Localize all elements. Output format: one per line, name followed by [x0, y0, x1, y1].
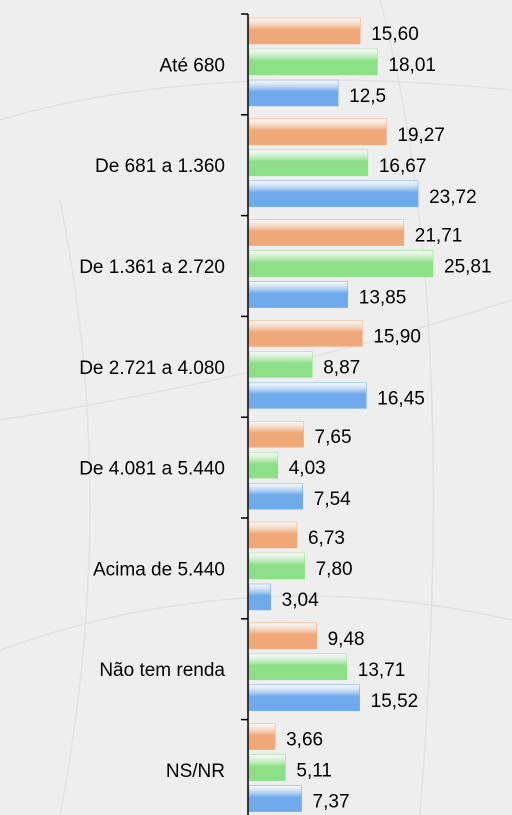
bar	[248, 351, 313, 378]
value-label: 13,71	[358, 660, 406, 681]
value-label: 7,37	[313, 792, 350, 813]
bar	[248, 48, 378, 76]
bar	[248, 482, 304, 510]
category-label: Acima de 5.440	[93, 559, 225, 580]
value-label: 3,66	[286, 730, 323, 751]
bar	[248, 420, 304, 448]
value-label: 16,67	[379, 156, 427, 177]
category-label: De 1.361 a 2.720	[79, 257, 225, 278]
bar	[248, 653, 348, 681]
bar	[248, 622, 317, 650]
value-label: 6,73	[308, 528, 345, 549]
bar	[248, 281, 349, 308]
category-label: De 4.081 a 5.440	[79, 459, 225, 480]
bar	[248, 17, 361, 45]
bar	[248, 219, 405, 246]
bar	[248, 684, 360, 712]
value-label: 16,45	[377, 388, 425, 409]
bar	[248, 180, 419, 208]
value-label: 7,54	[314, 489, 351, 510]
value-label: 21,71	[415, 226, 463, 247]
value-label: 19,27	[397, 125, 445, 146]
bar	[248, 320, 363, 347]
bar	[248, 382, 367, 409]
value-label: 13,85	[359, 288, 407, 309]
value-label: 15,60	[371, 24, 419, 45]
bar	[248, 149, 369, 177]
value-label: 7,65	[315, 427, 352, 448]
value-label: 15,52	[371, 691, 419, 712]
bar	[248, 583, 271, 611]
bar	[248, 118, 387, 146]
category-label: De 681 a 1.360	[95, 156, 225, 177]
category-label: NS/NR	[166, 761, 225, 782]
value-label: 9,48	[328, 629, 365, 650]
bar	[248, 754, 286, 781]
category-label: Não tem renda	[99, 660, 225, 681]
bar	[248, 521, 298, 549]
value-label: 5,11	[296, 761, 332, 782]
value-label: 15,90	[373, 326, 421, 347]
bar	[248, 451, 278, 479]
value-label: 8,87	[323, 357, 360, 378]
value-label: 3,04	[282, 590, 319, 611]
bar	[248, 250, 434, 277]
category-label: De 2.721 a 4.080	[79, 358, 225, 379]
value-label: 23,72	[429, 187, 477, 208]
bar	[248, 79, 339, 107]
bar	[248, 785, 302, 812]
value-label: 12,5	[349, 86, 386, 107]
bar	[248, 552, 305, 580]
bar	[248, 723, 276, 750]
category-label: Até 680	[160, 55, 226, 76]
value-label: 18,01	[388, 55, 436, 76]
value-label: 7,80	[316, 559, 353, 580]
value-label: 25,81	[444, 257, 492, 278]
value-label: 4,03	[289, 458, 326, 479]
